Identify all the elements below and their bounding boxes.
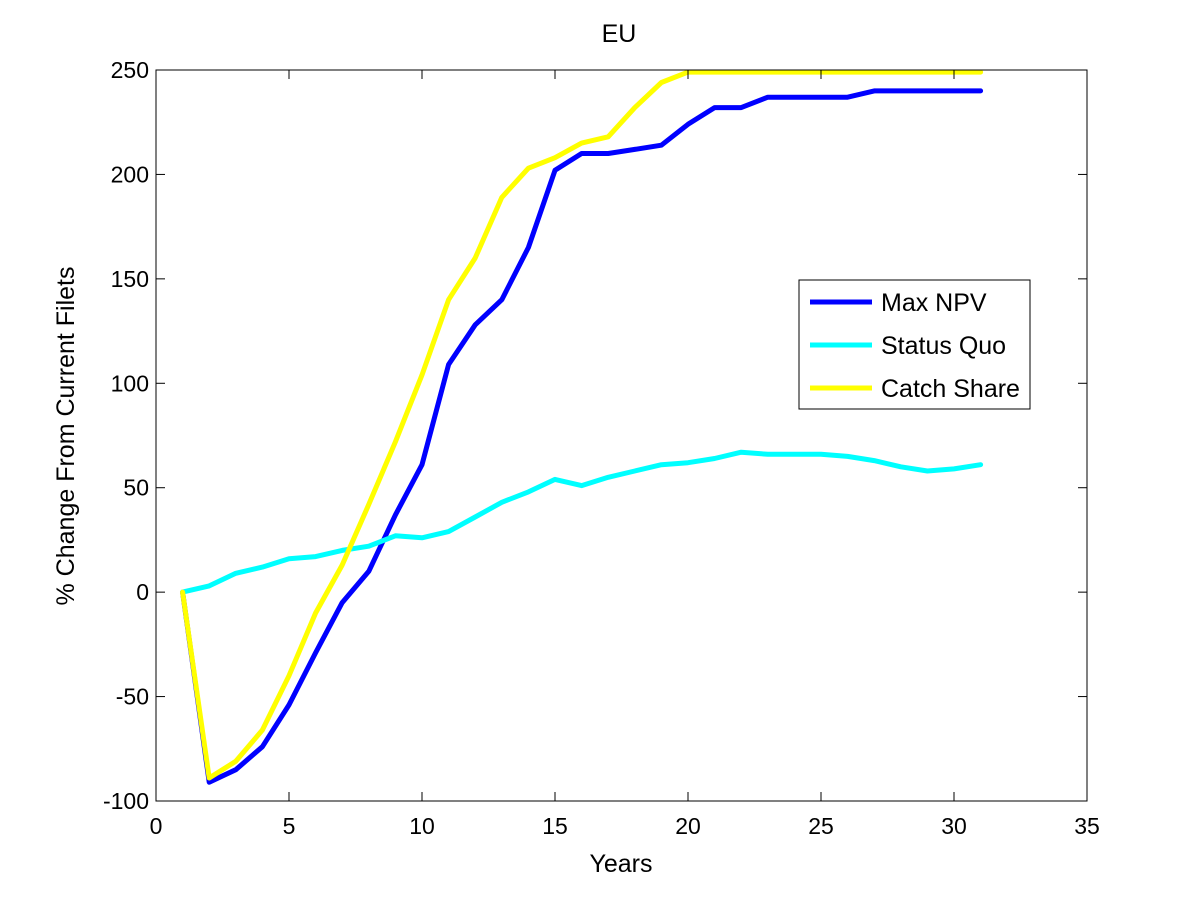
y-tick-label: 0: [136, 579, 149, 605]
x-tick-label: 5: [283, 813, 296, 839]
legend-label: Catch Share: [881, 375, 1020, 403]
legend-entries: Max NPV Status Quo Catch Share: [810, 289, 1020, 403]
x-tick-label: 30: [941, 813, 967, 839]
y-tick-label: 150: [111, 266, 149, 292]
x-tick-label: 15: [542, 813, 568, 839]
legend-label: Max NPV: [881, 289, 987, 317]
series-layer: [180, 69, 984, 785]
y-tick-label: -50: [116, 684, 149, 710]
legend: Max NPV Status Quo Catch Share: [798, 279, 1031, 410]
x-tick-label: 35: [1074, 813, 1100, 839]
y-tick-label: 250: [111, 57, 149, 83]
y-axis: -100 -50 0 50 100 150 200 250: [103, 57, 1087, 814]
x-tick-label: 20: [675, 813, 701, 839]
chart-title: EU: [602, 20, 637, 48]
x-tick-label: 0: [150, 813, 163, 839]
y-tick-label: -100: [103, 788, 149, 814]
series-line-status-quo: [180, 449, 984, 595]
legend-label: Status Quo: [881, 332, 1006, 360]
y-tick-label: 100: [111, 370, 149, 396]
y-axis-label: % Change From Current Filets: [52, 266, 80, 605]
plot-frame: [155, 69, 1088, 802]
x-axis-label: Years: [589, 850, 652, 878]
series-line-catch-share: [180, 69, 984, 781]
x-tick-label: 10: [409, 813, 435, 839]
y-tick-label: 50: [123, 475, 149, 501]
x-axis: 0 5 10 15 20 25 30 35: [150, 70, 1100, 839]
y-tick-label: 200: [111, 161, 149, 187]
series-line-max-npv: [180, 88, 984, 785]
x-tick-label: 25: [808, 813, 834, 839]
